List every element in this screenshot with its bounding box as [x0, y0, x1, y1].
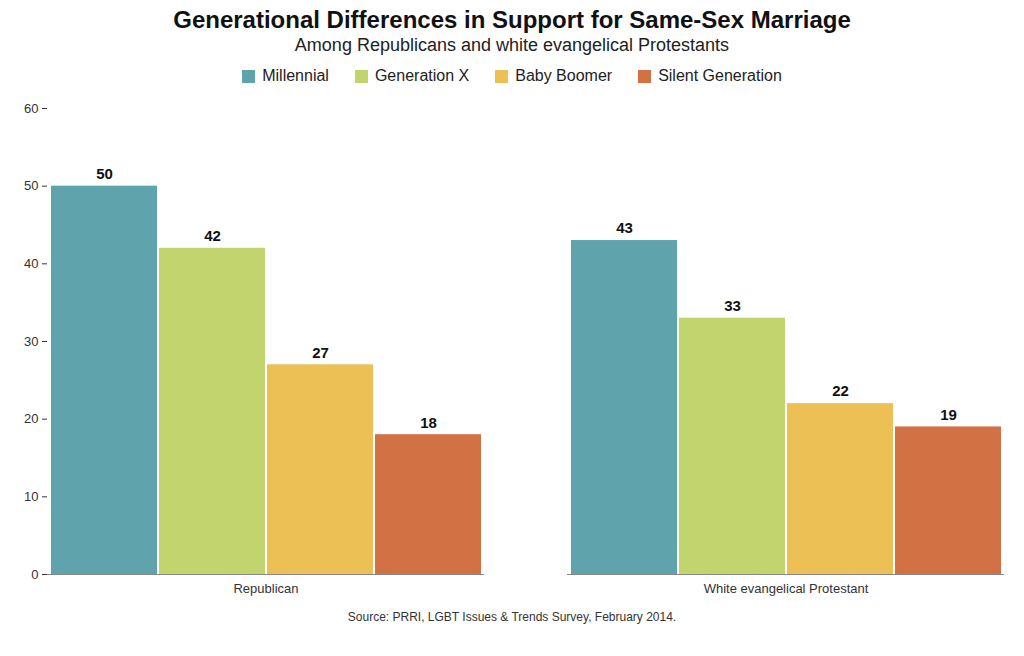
html-text:Among Republicans and white ev: Among Republicans and white evangelical …: [294, 35, 730, 55]
svg-text:42: 42: [204, 227, 221, 244]
svg-text:50: 50: [24, 178, 38, 193]
svg-text:27: 27: [312, 344, 329, 361]
html-text:Baby Boomer: Baby Boomer: [515, 67, 613, 84]
html-text:Silent Generation: Silent Generation: [658, 67, 782, 84]
html-text:Generational Differences in Su: Generational Differences in Support for …: [173, 6, 851, 33]
svg-text:22: 22: [832, 382, 849, 399]
svg-text:20: 20: [24, 411, 38, 426]
svg-text:40: 40: [24, 256, 38, 271]
svg-text:33: 33: [724, 297, 741, 314]
svg-text:10: 10: [24, 489, 38, 504]
svg-text:White evangelical Protestant: White evangelical Protestant: [704, 581, 869, 596]
html-text:Source: PRRI, LGBT Issues & Tr: Source: PRRI, LGBT Issues & Trends Surve…: [347, 610, 677, 624]
html-text:Millennial: Millennial: [262, 67, 329, 84]
svg-text:19: 19: [940, 406, 957, 423]
svg-text:18: 18: [420, 414, 437, 431]
svg-text:0: 0: [31, 567, 38, 582]
html-text:Generation X: Generation X: [374, 67, 470, 84]
svg-text:60: 60: [24, 101, 38, 116]
svg-text:43: 43: [616, 219, 633, 236]
svg-text:Republican: Republican: [233, 581, 298, 596]
svg-text:50: 50: [96, 165, 113, 182]
svg-text:30: 30: [24, 334, 38, 349]
